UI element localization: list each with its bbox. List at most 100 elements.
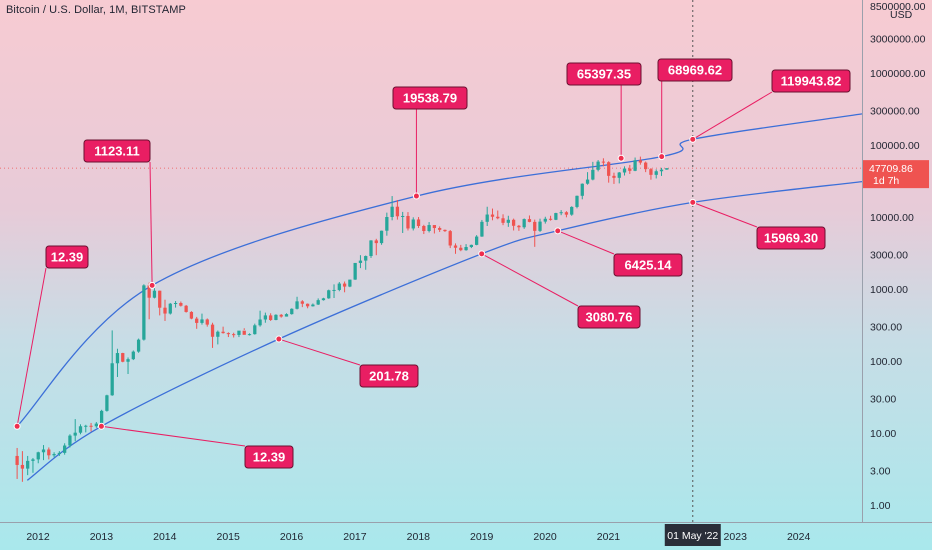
candle[interactable] (247, 333, 252, 336)
candle[interactable] (115, 348, 120, 377)
candle[interactable] (168, 302, 172, 315)
candle[interactable] (406, 212, 410, 231)
candle[interactable] (63, 443, 67, 455)
candle[interactable] (226, 332, 231, 338)
candle[interactable] (279, 313, 283, 318)
candle[interactable] (121, 352, 125, 363)
candle[interactable] (459, 244, 463, 252)
candle[interactable] (20, 451, 25, 482)
candle[interactable] (52, 452, 56, 458)
candle[interactable] (31, 457, 35, 473)
candle[interactable] (57, 451, 62, 456)
candle[interactable] (591, 161, 595, 181)
candle[interactable] (47, 447, 51, 460)
candle[interactable] (453, 243, 458, 254)
candle[interactable] (464, 244, 468, 251)
candle[interactable] (353, 262, 357, 280)
candle[interactable] (332, 284, 336, 298)
candle[interactable] (110, 330, 114, 396)
candle[interactable] (612, 172, 616, 184)
candle[interactable] (284, 313, 289, 317)
candle[interactable] (364, 255, 368, 270)
candle[interactable] (596, 160, 600, 172)
candle[interactable] (105, 394, 109, 412)
candle[interactable] (184, 304, 188, 313)
price-callout[interactable]: 65397.35 (566, 62, 642, 86)
candle[interactable] (242, 328, 246, 335)
candle[interactable] (221, 326, 225, 334)
candle[interactable] (511, 218, 516, 231)
candle[interactable] (628, 164, 632, 174)
candle[interactable] (517, 224, 521, 231)
candle[interactable] (179, 301, 183, 307)
candle[interactable] (659, 167, 664, 176)
candle[interactable] (295, 296, 299, 310)
candle[interactable] (274, 314, 278, 321)
price-point-marker[interactable] (13, 422, 21, 430)
candle[interactable] (311, 303, 315, 307)
candle[interactable] (78, 424, 83, 435)
candle[interactable] (258, 310, 262, 327)
price-callout[interactable]: 6425.14 (613, 253, 683, 277)
price-callout[interactable]: 119943.82 (771, 69, 851, 93)
candle[interactable] (73, 419, 77, 442)
candle[interactable] (638, 156, 643, 165)
candle[interactable] (348, 279, 352, 288)
candle[interactable] (205, 318, 209, 327)
candle[interactable] (527, 215, 532, 223)
candle[interactable] (416, 217, 421, 228)
price-point-marker[interactable] (275, 335, 283, 343)
candle[interactable] (585, 172, 590, 185)
candle[interactable] (263, 312, 267, 323)
price-point-marker[interactable] (617, 154, 625, 162)
candle[interactable] (195, 316, 199, 329)
candle[interactable] (490, 208, 495, 221)
candle[interactable] (543, 216, 547, 224)
candle[interactable] (173, 301, 178, 308)
price-callout[interactable]: 68969.62 (657, 58, 733, 82)
candle[interactable] (469, 244, 473, 249)
candle[interactable] (564, 211, 569, 218)
candle[interactable] (580, 183, 584, 200)
candle[interactable] (559, 210, 563, 216)
candle[interactable] (126, 357, 130, 374)
candle[interactable] (210, 322, 215, 348)
price-point-marker[interactable] (148, 281, 156, 289)
candle[interactable] (427, 222, 431, 233)
price-callout[interactable]: 201.78 (359, 364, 419, 388)
candle[interactable] (232, 332, 236, 338)
candle[interactable] (269, 313, 273, 321)
lower-curve-line[interactable] (26, 180, 863, 481)
candle[interactable] (152, 288, 157, 299)
candle[interactable] (548, 215, 553, 221)
candle[interactable] (379, 230, 384, 245)
price-point-marker[interactable] (97, 422, 105, 430)
candle[interactable] (665, 168, 669, 170)
candle[interactable] (575, 195, 579, 209)
price-callout[interactable]: 12.39 (45, 245, 89, 269)
price-callout[interactable]: 3080.76 (577, 305, 641, 329)
candle[interactable] (358, 255, 363, 269)
candle[interactable] (136, 338, 141, 353)
price-point-marker[interactable] (689, 198, 697, 206)
candle[interactable] (36, 451, 40, 464)
candle[interactable] (633, 157, 637, 172)
candle[interactable] (15, 447, 19, 479)
candle[interactable] (422, 224, 426, 235)
candle[interactable] (496, 210, 500, 220)
candle[interactable] (147, 282, 151, 320)
price-callout[interactable]: 12.39 (244, 445, 294, 469)
candle[interactable] (300, 300, 304, 308)
candle[interactable] (395, 200, 400, 220)
candle[interactable] (438, 226, 442, 232)
candle[interactable] (554, 212, 558, 221)
candle[interactable] (94, 422, 98, 428)
price-point-marker[interactable] (478, 250, 486, 258)
candle[interactable] (321, 297, 326, 301)
candle[interactable] (538, 218, 542, 232)
price-callout[interactable]: 15969.30 (756, 226, 826, 250)
candle[interactable] (253, 323, 257, 335)
candle[interactable] (607, 161, 611, 183)
candle[interactable] (533, 219, 537, 247)
